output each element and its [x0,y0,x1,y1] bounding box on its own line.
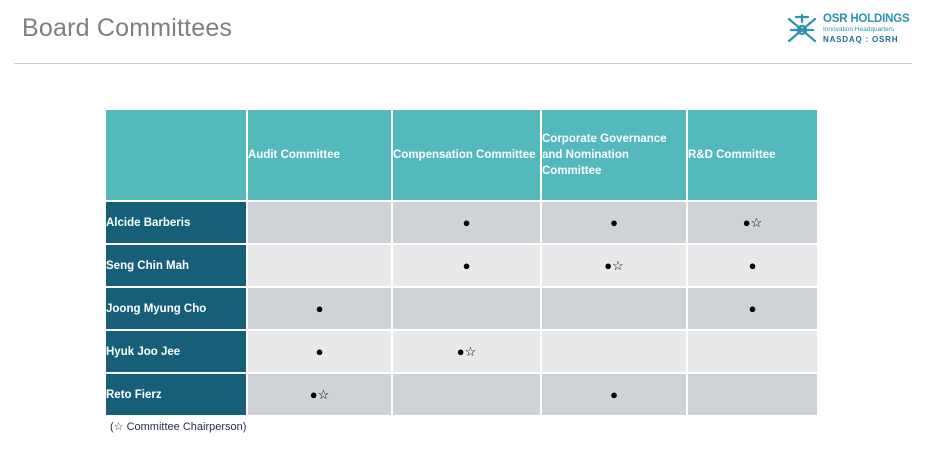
page-title: Board Committees [22,14,233,42]
member-name: Reto Fierz [104,372,248,417]
table-cell: ●☆ [246,372,393,417]
table-header-row: Audit Committee Compensation Committee C… [104,108,819,202]
table-cell: ● [391,243,542,288]
company-logo: OSR HOLDINGS Innovation Headquarters NAS… [786,13,916,49]
table-cell [391,372,542,417]
logo-name: OSR HOLDINGS [823,13,910,25]
table-row: Seng Chin Mah ● ●☆ ● [104,243,819,288]
column-header-compensation: Compensation Committee [391,108,542,202]
column-header-governance: Corporate Governance and Nomination Comm… [540,108,688,202]
table-cell: ● [246,286,393,331]
column-header-audit: Audit Committee [246,108,393,202]
member-name: Seng Chin Mah [104,243,248,288]
table-cell: ● [391,200,542,245]
table-cell: ●☆ [540,243,688,288]
table-cell: ●☆ [686,200,819,245]
logo-ticker: NASDAQ : OSRH [823,35,899,44]
title-divider [14,63,912,64]
column-header-blank [104,108,248,202]
table-cell: ● [686,243,819,288]
table-cell [686,329,819,374]
osr-logo-icon [787,13,817,43]
logo-tagline: Innovation Headquarters [823,26,895,33]
column-header-rd: R&D Committee [686,108,819,202]
table-row: Joong Myung Cho ● ● [104,286,819,331]
table-cell [246,243,393,288]
table-cell [540,286,688,331]
table-cell: ● [540,372,688,417]
table-cell [686,372,819,417]
table-cell: ● [686,286,819,331]
table-row: Hyuk Joo Jee ● ●☆ [104,329,819,374]
committees-table: Audit Committee Compensation Committee C… [104,108,819,417]
member-name: Hyuk Joo Jee [104,329,248,374]
chairperson-footnote: (☆ Committee Chairperson) [110,421,247,433]
member-name: Joong Myung Cho [104,286,248,331]
table-cell [246,200,393,245]
table-cell [391,286,542,331]
table-row: Alcide Barberis ● ● ●☆ [104,200,819,245]
table-row: Reto Fierz ●☆ ● [104,372,819,417]
table-cell: ● [540,200,688,245]
table-cell: ●☆ [391,329,542,374]
member-name: Alcide Barberis [104,200,248,245]
table-cell: ● [246,329,393,374]
table-cell [540,329,688,374]
